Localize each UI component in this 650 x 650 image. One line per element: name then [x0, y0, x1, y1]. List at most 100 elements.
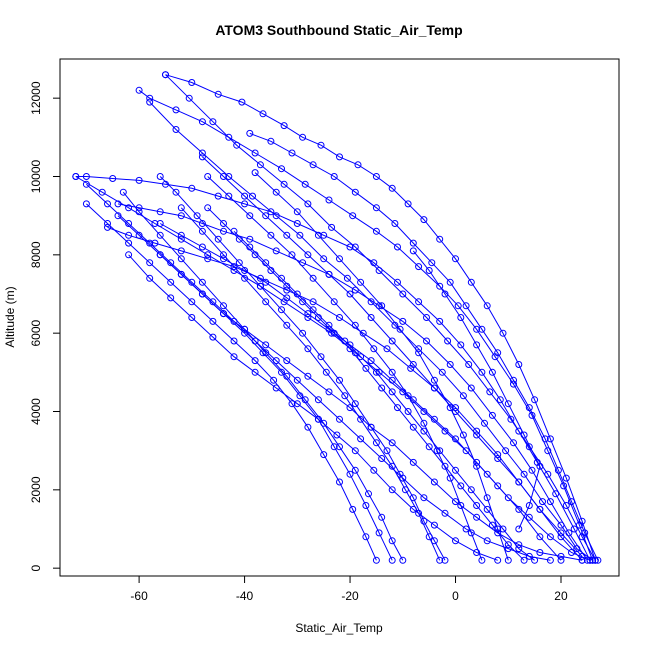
data-point	[478, 556, 486, 564]
data-point	[365, 490, 372, 498]
series-line	[159, 223, 562, 561]
data-point	[441, 509, 449, 517]
data-point	[241, 267, 249, 274]
data-point	[172, 126, 180, 133]
data-point	[177, 255, 185, 263]
data-point	[156, 220, 164, 227]
data-point	[336, 153, 343, 161]
data-point	[283, 286, 291, 294]
data-point	[388, 556, 396, 564]
data-point	[188, 314, 196, 321]
data-point	[483, 494, 491, 502]
data-point	[467, 278, 475, 286]
data-point	[251, 368, 259, 376]
data-point	[349, 212, 357, 220]
data-point	[388, 368, 396, 376]
data-point	[520, 470, 528, 478]
data-point	[325, 321, 333, 329]
data-point	[515, 361, 523, 368]
data-point	[304, 200, 312, 208]
data-point	[383, 447, 391, 455]
data-point	[320, 419, 328, 427]
data-point	[330, 298, 338, 306]
data-point	[483, 470, 491, 478]
data-point	[438, 368, 446, 376]
data-point	[246, 212, 254, 220]
data-point	[325, 196, 333, 204]
data-point	[483, 537, 491, 545]
data-point	[388, 337, 396, 345]
series-line	[75, 176, 591, 561]
data-point	[328, 223, 336, 231]
data-point	[293, 208, 301, 216]
y-tick-label: 2000	[29, 476, 43, 503]
data-point	[459, 392, 467, 400]
data-point	[452, 435, 459, 443]
data-point	[351, 286, 359, 294]
data-point	[251, 357, 259, 365]
series-line	[86, 203, 377, 561]
data-point	[296, 231, 304, 239]
data-point	[251, 337, 259, 345]
data-point	[351, 321, 359, 329]
data-point	[198, 118, 206, 126]
data-point	[341, 337, 349, 345]
data-point	[249, 192, 256, 200]
series-line	[75, 176, 591, 561]
data-point	[544, 447, 552, 455]
data-point	[357, 278, 365, 286]
series-track	[204, 173, 486, 564]
data-point	[283, 231, 291, 239]
data-point	[167, 259, 175, 267]
data-point	[304, 310, 312, 318]
data-point	[372, 439, 380, 447]
data-point	[372, 556, 380, 564]
data-point	[283, 357, 291, 365]
data-point	[262, 341, 270, 349]
data-point	[330, 443, 338, 451]
data-point	[188, 298, 196, 306]
data-point	[185, 94, 193, 102]
data-point	[520, 556, 528, 564]
series-track	[156, 251, 396, 564]
data-point	[330, 173, 338, 180]
data-point	[370, 345, 378, 353]
data-point	[304, 251, 312, 259]
data-point	[341, 392, 349, 400]
data-point	[436, 282, 444, 290]
data-point	[156, 173, 164, 180]
data-point	[125, 251, 133, 259]
y-tick-label: 8000	[29, 241, 43, 268]
data-point	[473, 462, 481, 470]
data-point	[436, 235, 444, 243]
series-line	[180, 207, 441, 561]
series-line	[138, 89, 594, 561]
data-point	[488, 521, 496, 529]
data-point	[320, 255, 328, 263]
data-point	[267, 208, 275, 216]
data-point	[209, 298, 217, 306]
data-point	[446, 278, 454, 286]
data-series	[72, 71, 602, 564]
data-point	[177, 247, 185, 255]
data-point	[465, 361, 473, 368]
data-point	[351, 400, 359, 408]
data-point	[370, 259, 378, 267]
data-point	[388, 537, 396, 545]
data-point	[220, 302, 227, 310]
data-point	[314, 396, 322, 404]
data-point	[504, 494, 512, 502]
data-point	[568, 498, 575, 506]
data-point	[256, 282, 264, 290]
data-point	[177, 231, 185, 239]
data-point	[220, 173, 227, 180]
data-point	[98, 188, 106, 196]
data-point	[388, 439, 396, 447]
series-line	[107, 226, 583, 561]
data-point	[146, 98, 154, 106]
data-point	[372, 204, 380, 212]
data-point	[256, 161, 264, 169]
data-point	[82, 200, 90, 208]
data-point	[317, 141, 325, 149]
data-point	[336, 443, 343, 451]
